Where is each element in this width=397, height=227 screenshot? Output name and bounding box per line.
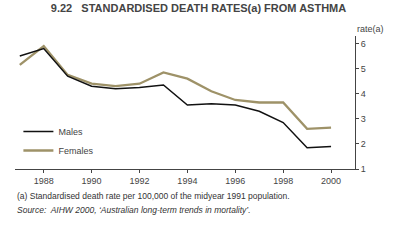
- svg-text:1992: 1992: [129, 176, 149, 186]
- svg-text:2000: 2000: [321, 176, 341, 186]
- svg-text:rate(a): rate(a): [357, 24, 384, 34]
- svg-text:1998: 1998: [273, 176, 293, 186]
- svg-text:Males: Males: [58, 127, 83, 137]
- svg-text:1994: 1994: [177, 176, 197, 186]
- svg-text:3: 3: [361, 114, 366, 124]
- svg-text:6: 6: [361, 39, 366, 49]
- svg-text:5: 5: [361, 64, 366, 74]
- svg-text:9.22 STANDARDISED DEATH RATE: 9.22 STANDARDISED DEATH RATES(a) FROM AS…: [51, 2, 346, 14]
- svg-text:4: 4: [361, 89, 366, 99]
- svg-text:Source: AIHW 2000, ‘Australia: Source: AIHW 2000, ‘Australian long-term…: [17, 205, 251, 215]
- svg-text:(a) Standardised death rate pe: (a) Standardised death rate per 100,000 …: [17, 191, 290, 201]
- svg-text:1990: 1990: [82, 176, 102, 186]
- svg-text:2: 2: [361, 139, 366, 149]
- svg-text:Females: Females: [58, 146, 93, 156]
- svg-text:1: 1: [361, 164, 366, 174]
- svg-text:1996: 1996: [225, 176, 245, 186]
- svg-text:1988: 1988: [34, 176, 54, 186]
